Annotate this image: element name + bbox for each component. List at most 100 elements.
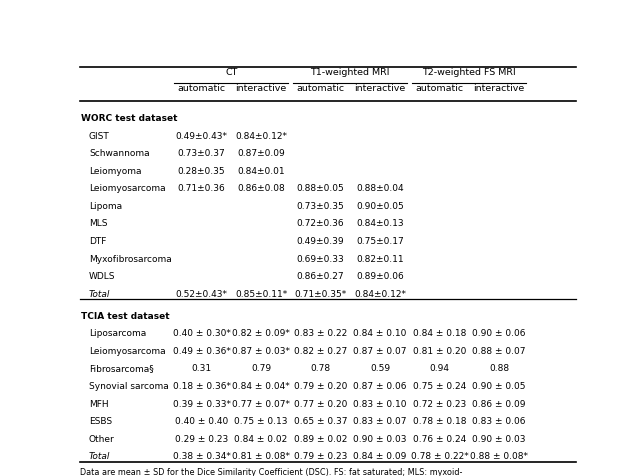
Text: 0.65 ± 0.37: 0.65 ± 0.37 xyxy=(294,417,348,426)
Text: WORC test dataset: WORC test dataset xyxy=(81,114,177,123)
Text: 0.71±0.36: 0.71±0.36 xyxy=(178,184,225,193)
Text: Leiomyoma: Leiomyoma xyxy=(89,167,141,176)
Text: DTF: DTF xyxy=(89,237,106,246)
Text: Leiomyosarcoma: Leiomyosarcoma xyxy=(89,347,166,356)
Text: 0.75 ± 0.13: 0.75 ± 0.13 xyxy=(234,417,288,426)
Text: 0.84 ± 0.18: 0.84 ± 0.18 xyxy=(413,329,467,338)
Text: 0.73±0.35: 0.73±0.35 xyxy=(297,202,344,211)
Text: 0.84 ± 0.04*: 0.84 ± 0.04* xyxy=(232,382,290,391)
Text: 0.40 ± 0.40: 0.40 ± 0.40 xyxy=(175,417,228,426)
Text: 0.83 ± 0.06: 0.83 ± 0.06 xyxy=(472,417,526,426)
Text: ESBS: ESBS xyxy=(89,417,112,426)
Text: T1-weighted MRI: T1-weighted MRI xyxy=(310,69,390,78)
Text: MLS: MLS xyxy=(89,219,108,228)
Text: 0.89 ± 0.02: 0.89 ± 0.02 xyxy=(294,435,348,444)
Text: 0.52±0.43*: 0.52±0.43* xyxy=(175,290,228,299)
Text: 0.84 ± 0.09: 0.84 ± 0.09 xyxy=(353,452,407,461)
Text: interactive: interactive xyxy=(355,84,406,93)
Text: 0.77 ± 0.07*: 0.77 ± 0.07* xyxy=(232,400,290,408)
Text: automatic: automatic xyxy=(296,84,344,93)
Text: 0.59: 0.59 xyxy=(370,365,390,374)
Text: 0.83 ± 0.07: 0.83 ± 0.07 xyxy=(353,417,407,426)
Text: 0.88 ± 0.07: 0.88 ± 0.07 xyxy=(472,347,526,356)
Text: 0.90 ± 0.06: 0.90 ± 0.06 xyxy=(472,329,526,338)
Text: 0.90±0.05: 0.90±0.05 xyxy=(356,202,404,211)
Text: TCIA test dataset: TCIA test dataset xyxy=(81,312,170,321)
Text: 0.88±0.04: 0.88±0.04 xyxy=(356,184,404,193)
Text: CT: CT xyxy=(225,69,237,78)
Text: 0.84 ± 0.02: 0.84 ± 0.02 xyxy=(234,435,287,444)
Text: 0.76 ± 0.24: 0.76 ± 0.24 xyxy=(413,435,466,444)
Text: 0.88±0.05: 0.88±0.05 xyxy=(297,184,344,193)
Text: 0.81 ± 0.08*: 0.81 ± 0.08* xyxy=(232,452,290,461)
Text: 0.90 ± 0.03: 0.90 ± 0.03 xyxy=(353,435,407,444)
Text: 0.72 ± 0.23: 0.72 ± 0.23 xyxy=(413,400,466,408)
Text: 0.69±0.33: 0.69±0.33 xyxy=(297,255,344,264)
Text: Synovial sarcoma: Synovial sarcoma xyxy=(89,382,169,391)
Text: 0.88 ± 0.08*: 0.88 ± 0.08* xyxy=(470,452,528,461)
Text: automatic: automatic xyxy=(177,84,225,93)
Text: 0.87 ± 0.03*: 0.87 ± 0.03* xyxy=(232,347,290,356)
Text: Leiomyosarcoma: Leiomyosarcoma xyxy=(89,184,166,193)
Text: T2-weighted FS MRI: T2-weighted FS MRI xyxy=(422,69,516,78)
Text: 0.86±0.27: 0.86±0.27 xyxy=(297,272,344,281)
Text: 0.72±0.36: 0.72±0.36 xyxy=(297,219,344,228)
Text: 0.78: 0.78 xyxy=(310,365,331,374)
Text: Fibrosarcoma§: Fibrosarcoma§ xyxy=(89,365,154,374)
Text: 0.77 ± 0.20: 0.77 ± 0.20 xyxy=(294,400,348,408)
Text: 0.78 ± 0.22*: 0.78 ± 0.22* xyxy=(411,452,468,461)
Text: 0.49±0.43*: 0.49±0.43* xyxy=(175,131,228,140)
Text: 0.82 ± 0.09*: 0.82 ± 0.09* xyxy=(232,329,290,338)
Text: Liposarcoma: Liposarcoma xyxy=(89,329,146,338)
Text: 0.84±0.12*: 0.84±0.12* xyxy=(354,290,406,299)
Text: 0.89±0.06: 0.89±0.06 xyxy=(356,272,404,281)
Text: 0.78 ± 0.18: 0.78 ± 0.18 xyxy=(413,417,467,426)
Text: 0.90 ± 0.03: 0.90 ± 0.03 xyxy=(472,435,526,444)
Text: 0.75±0.17: 0.75±0.17 xyxy=(356,237,404,246)
Text: Total: Total xyxy=(89,290,110,299)
Text: 0.79: 0.79 xyxy=(251,365,271,374)
Text: 0.84±0.12*: 0.84±0.12* xyxy=(235,131,287,140)
Text: Schwannoma: Schwannoma xyxy=(89,149,150,158)
Text: 0.38 ± 0.34*: 0.38 ± 0.34* xyxy=(173,452,230,461)
Text: 0.40 ± 0.30*: 0.40 ± 0.30* xyxy=(173,329,230,338)
Text: Data are mean ± SD for the Dice Similarity Coefficient (DSC). FS: fat saturated;: Data are mean ± SD for the Dice Similari… xyxy=(80,468,462,476)
Text: 0.84±0.01: 0.84±0.01 xyxy=(237,167,285,176)
Text: 0.87 ± 0.06: 0.87 ± 0.06 xyxy=(353,382,407,391)
Text: 0.82±0.11: 0.82±0.11 xyxy=(356,255,404,264)
Text: 0.49±0.39: 0.49±0.39 xyxy=(297,237,344,246)
Text: Myxofibrosarcoma: Myxofibrosarcoma xyxy=(89,255,172,264)
Text: 0.94: 0.94 xyxy=(429,365,450,374)
Text: 0.90 ± 0.05: 0.90 ± 0.05 xyxy=(472,382,526,391)
Text: Other: Other xyxy=(89,435,115,444)
Text: 0.86 ± 0.09: 0.86 ± 0.09 xyxy=(472,400,526,408)
Text: 0.82 ± 0.27: 0.82 ± 0.27 xyxy=(294,347,347,356)
Text: 0.84±0.13: 0.84±0.13 xyxy=(356,219,404,228)
Text: 0.29 ± 0.23: 0.29 ± 0.23 xyxy=(175,435,228,444)
Text: 0.18 ± 0.36*: 0.18 ± 0.36* xyxy=(173,382,230,391)
Text: 0.87 ± 0.07: 0.87 ± 0.07 xyxy=(353,347,407,356)
Text: automatic: automatic xyxy=(415,84,463,93)
Text: 0.81 ± 0.20: 0.81 ± 0.20 xyxy=(413,347,467,356)
Text: Total: Total xyxy=(89,452,110,461)
Text: interactive: interactive xyxy=(474,84,525,93)
Text: 0.85±0.11*: 0.85±0.11* xyxy=(235,290,287,299)
Text: 0.84 ± 0.10: 0.84 ± 0.10 xyxy=(353,329,407,338)
Text: interactive: interactive xyxy=(236,84,287,93)
Text: 0.31: 0.31 xyxy=(191,365,212,374)
Text: 0.83 ± 0.10: 0.83 ± 0.10 xyxy=(353,400,407,408)
Text: 0.49 ± 0.36*: 0.49 ± 0.36* xyxy=(173,347,230,356)
Text: Lipoma: Lipoma xyxy=(89,202,122,211)
Text: 0.79 ± 0.23: 0.79 ± 0.23 xyxy=(294,452,348,461)
Text: WDLS: WDLS xyxy=(89,272,115,281)
Text: 0.75 ± 0.24: 0.75 ± 0.24 xyxy=(413,382,466,391)
Text: 0.79 ± 0.20: 0.79 ± 0.20 xyxy=(294,382,348,391)
Text: 0.73±0.37: 0.73±0.37 xyxy=(178,149,225,158)
Text: MFH: MFH xyxy=(89,400,109,408)
Text: GIST: GIST xyxy=(89,131,109,140)
Text: 0.86±0.08: 0.86±0.08 xyxy=(237,184,285,193)
Text: 0.83 ± 0.22: 0.83 ± 0.22 xyxy=(294,329,347,338)
Text: 0.88: 0.88 xyxy=(489,365,509,374)
Text: 0.71±0.35*: 0.71±0.35* xyxy=(294,290,347,299)
Text: 0.87±0.09: 0.87±0.09 xyxy=(237,149,285,158)
